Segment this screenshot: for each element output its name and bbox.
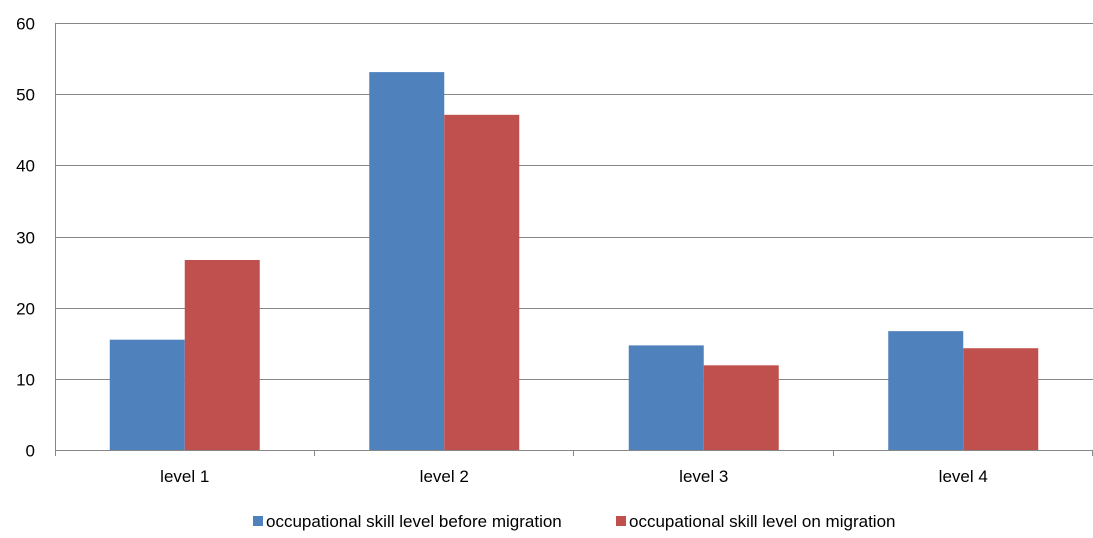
- y-tick-label: 30: [16, 229, 35, 248]
- x-tick-label: level 4: [939, 467, 988, 486]
- legend-swatch: [616, 516, 626, 526]
- x-tick-label: level 3: [679, 467, 728, 486]
- y-tick-label: 60: [16, 15, 35, 34]
- bar-level-4-series-1: [888, 331, 964, 450]
- bar-level-2-series-1: [369, 72, 445, 450]
- bar-level-3-series-1: [628, 345, 704, 450]
- y-tick-label: 40: [16, 157, 35, 176]
- x-tick-label: level 2: [420, 467, 469, 486]
- y-tick-label: 20: [16, 300, 35, 319]
- y-tick-label: 50: [16, 86, 35, 105]
- bar-level-2-series-2: [444, 114, 520, 451]
- y-axis-tick-labels: 0 10 20 30 40 50 60: [16, 15, 35, 461]
- legend-label: occupational skill level before migratio…: [266, 512, 562, 531]
- bars: [109, 72, 1039, 451]
- y-tick-label: 10: [16, 371, 35, 390]
- bar-level-1-series-2: [184, 259, 260, 450]
- bar-level-3-series-2: [703, 365, 779, 450]
- bar-level-1-series-1: [109, 339, 185, 450]
- legend: occupational skill level before migratio…: [253, 512, 895, 531]
- legend-swatch: [253, 516, 263, 526]
- y-tick-label: 0: [26, 442, 35, 461]
- x-tick-label: level 1: [160, 467, 209, 486]
- legend-label: occupational skill level on migration: [629, 512, 895, 531]
- bar-level-4-series-2: [963, 348, 1039, 450]
- x-axis-tick-labels: level 1 level 2 level 3 level 4: [160, 467, 988, 486]
